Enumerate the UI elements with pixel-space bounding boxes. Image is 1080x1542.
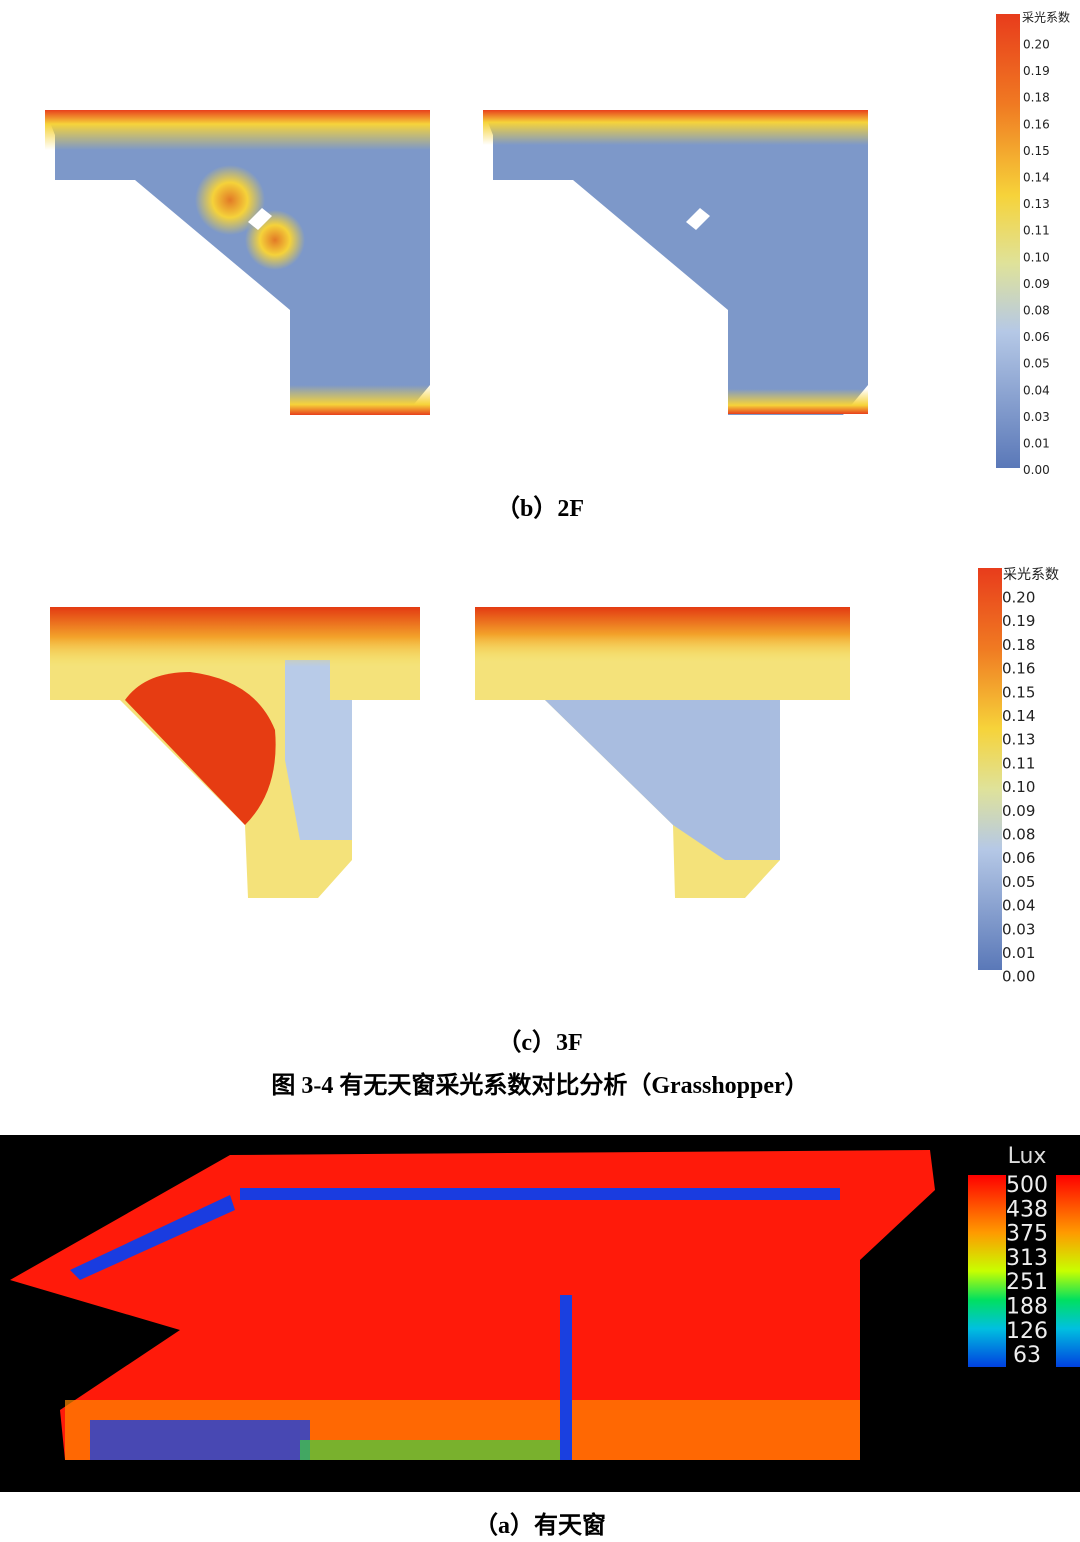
legend-label: 0.16 (1023, 117, 1050, 131)
legend-title: 采光系数 (1022, 10, 1070, 25)
legend-label: 0.18 (1002, 636, 1035, 654)
legend-label: 0.20 (1002, 589, 1035, 607)
legend-label: 0.08 (1002, 826, 1035, 844)
legend-label: 0.15 (1002, 683, 1035, 701)
legend-label: 126 (1006, 1319, 1048, 1344)
legend-label: 0.05 (1023, 357, 1050, 371)
legend-label: 0.10 (1002, 778, 1035, 796)
legend-label: 0.15 (1023, 144, 1050, 158)
legend-title: 采光系数 (1003, 567, 1059, 583)
legend-label: 0.09 (1023, 277, 1050, 291)
legend-label: 375 (1006, 1222, 1048, 1247)
plan-3f-without-skylight (475, 607, 850, 898)
legend-labels: 0.20 0.19 0.18 0.16 0.15 0.14 0.13 0.11 0.10 0.09… (1002, 589, 1035, 986)
legend-label: 0.09 (1002, 802, 1035, 820)
legend-label: 0.19 (1023, 64, 1050, 78)
legend-title: Lux (1008, 1144, 1047, 1169)
legend-bar (978, 568, 1002, 970)
legend-label: 0.00 (1023, 463, 1050, 477)
legend-label: 0.10 (1023, 250, 1050, 264)
caption: （c）3F (497, 1029, 582, 1056)
legend-label: 313 (1006, 1246, 1048, 1271)
legend-label: 0.18 (1023, 91, 1050, 105)
lux-rendering (0, 1135, 1080, 1492)
legend-label: 0.01 (1023, 437, 1050, 451)
legend-labels: 0.20 0.19 0.18 0.16 0.15 0.14 0.13 0.11 0.10 0.09… (1023, 38, 1050, 478)
legend-label: 0.04 (1002, 897, 1035, 915)
caption: （a）有天窗 (474, 1511, 606, 1539)
legend-label: 0.03 (1002, 920, 1035, 938)
plan-2f-without-skylight (483, 110, 868, 415)
legend-label: 0.06 (1023, 330, 1050, 344)
legend-label: 0.11 (1023, 224, 1050, 238)
legend-label: 0.01 (1002, 944, 1035, 962)
legend-label: 500 (1006, 1173, 1048, 1198)
legend-label: 0.13 (1023, 197, 1050, 211)
legend-label: 0.13 (1002, 731, 1035, 749)
legend-label: 0.11 (1002, 754, 1035, 772)
legend-label: 438 (1006, 1197, 1048, 1222)
legend-label: 188 (1006, 1295, 1048, 1320)
legend-bar (968, 1175, 1006, 1367)
legend-label: 0.08 (1023, 304, 1050, 318)
plan-2f-with-skylight (45, 110, 430, 415)
legend-bar (996, 14, 1020, 468)
legend-label: 63 (1013, 1343, 1041, 1368)
plan-3f-with-skylight (50, 607, 420, 898)
legend-label: 0.20 (1023, 38, 1050, 52)
legend-label: 0.19 (1002, 612, 1035, 630)
legend-label: 0.00 (1002, 968, 1035, 986)
legend-label: 0.06 (1002, 849, 1035, 867)
legend-label: 0.16 (1002, 660, 1035, 678)
legend-label: 251 (1006, 1270, 1048, 1295)
legend-label: 0.04 (1023, 383, 1050, 397)
legend-bar (1056, 1175, 1080, 1367)
legend-label: 0.14 (1023, 171, 1050, 185)
caption: （b）2F (496, 495, 584, 522)
legend-label: 0.05 (1002, 873, 1035, 891)
figure-title: 图 3-4 有无天窗采光系数对比分析（Grasshopper） (271, 1071, 808, 1099)
legend-label: 0.14 (1002, 707, 1035, 725)
legend-label: 0.03 (1023, 410, 1050, 424)
